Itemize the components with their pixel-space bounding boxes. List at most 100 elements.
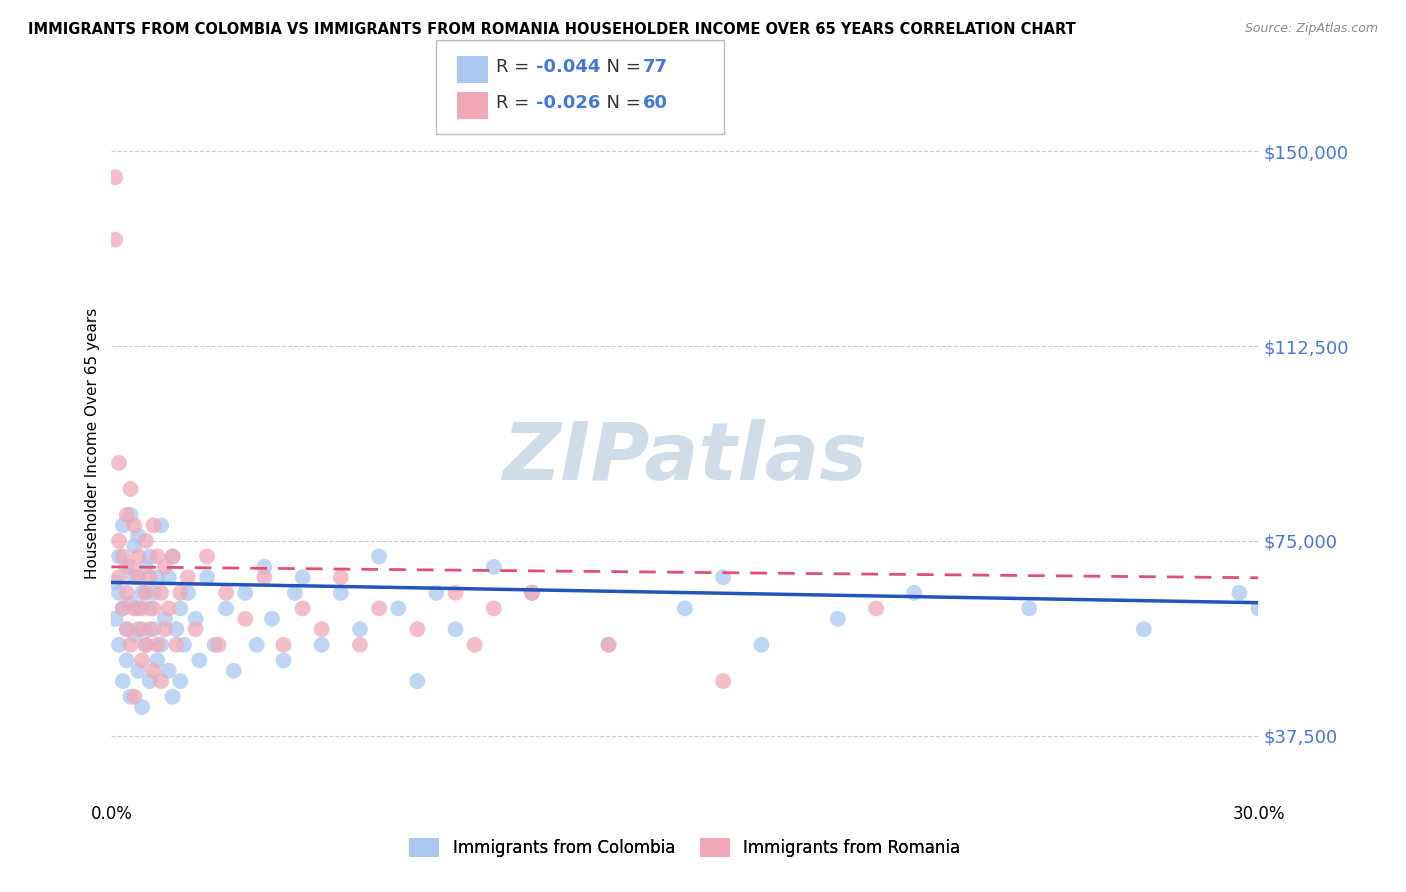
- Point: [406, 674, 429, 689]
- Point: [482, 601, 505, 615]
- Point: [120, 596, 142, 610]
- Point: [291, 570, 314, 584]
- Point: [131, 622, 153, 636]
- Point: [520, 586, 543, 600]
- Point: [184, 612, 207, 626]
- Point: [135, 586, 157, 600]
- Point: [711, 570, 734, 584]
- Point: [188, 653, 211, 667]
- Point: [520, 586, 543, 600]
- Point: [162, 549, 184, 564]
- Point: [150, 674, 173, 689]
- Point: [127, 664, 149, 678]
- Point: [425, 586, 447, 600]
- Point: [246, 638, 269, 652]
- Text: R =: R =: [496, 94, 536, 112]
- Point: [827, 612, 849, 626]
- Point: [444, 622, 467, 636]
- Point: [153, 559, 176, 574]
- Point: [150, 638, 173, 652]
- Point: [387, 601, 409, 615]
- Point: [146, 549, 169, 564]
- Point: [903, 586, 925, 600]
- Point: [406, 622, 429, 636]
- Point: [142, 601, 165, 615]
- Point: [368, 601, 391, 615]
- Point: [162, 549, 184, 564]
- Point: [215, 601, 238, 615]
- Point: [115, 586, 138, 600]
- Point: [108, 638, 131, 652]
- Point: [131, 586, 153, 600]
- Point: [177, 586, 200, 600]
- Point: [127, 601, 149, 615]
- Point: [368, 549, 391, 564]
- Point: [124, 627, 146, 641]
- Point: [127, 529, 149, 543]
- Point: [673, 601, 696, 615]
- Point: [273, 638, 295, 652]
- Point: [111, 518, 134, 533]
- Text: N =: N =: [595, 58, 647, 76]
- Point: [124, 539, 146, 553]
- Point: [142, 664, 165, 678]
- Point: [291, 601, 314, 615]
- Point: [311, 622, 333, 636]
- Point: [135, 559, 157, 574]
- Text: IMMIGRANTS FROM COLOMBIA VS IMMIGRANTS FROM ROMANIA HOUSEHOLDER INCOME OVER 65 Y: IMMIGRANTS FROM COLOMBIA VS IMMIGRANTS F…: [28, 22, 1076, 37]
- Point: [1018, 601, 1040, 615]
- Point: [127, 570, 149, 584]
- Point: [195, 570, 218, 584]
- Point: [169, 601, 191, 615]
- Point: [464, 638, 486, 652]
- Point: [204, 638, 226, 652]
- Point: [108, 549, 131, 564]
- Legend: Immigrants from Colombia, Immigrants from Romania: Immigrants from Colombia, Immigrants fro…: [402, 831, 967, 863]
- Point: [751, 638, 773, 652]
- Point: [131, 653, 153, 667]
- Point: [131, 601, 153, 615]
- Point: [184, 622, 207, 636]
- Point: [329, 586, 352, 600]
- Point: [115, 622, 138, 636]
- Point: [138, 622, 160, 636]
- Point: [233, 586, 256, 600]
- Point: [127, 622, 149, 636]
- Point: [127, 549, 149, 564]
- Point: [157, 664, 180, 678]
- Text: R =: R =: [496, 58, 536, 76]
- Point: [104, 575, 127, 590]
- Point: [165, 622, 187, 636]
- Point: [124, 570, 146, 584]
- Point: [233, 612, 256, 626]
- Point: [1132, 622, 1154, 636]
- Point: [104, 170, 127, 185]
- Point: [120, 482, 142, 496]
- Point: [444, 586, 467, 600]
- Text: 77: 77: [643, 58, 668, 76]
- Point: [115, 653, 138, 667]
- Point: [111, 601, 134, 615]
- Point: [120, 690, 142, 704]
- Point: [142, 586, 165, 600]
- Point: [138, 674, 160, 689]
- Point: [260, 612, 283, 626]
- Text: ZIPatlas: ZIPatlas: [502, 418, 868, 497]
- Point: [135, 533, 157, 548]
- Point: [138, 549, 160, 564]
- Point: [115, 559, 138, 574]
- Point: [120, 638, 142, 652]
- Point: [157, 601, 180, 615]
- Point: [120, 559, 142, 574]
- Point: [173, 638, 195, 652]
- Point: [157, 570, 180, 584]
- Point: [153, 622, 176, 636]
- Point: [253, 570, 276, 584]
- Point: [253, 559, 276, 574]
- Point: [598, 638, 620, 652]
- Point: [349, 638, 371, 652]
- Point: [162, 690, 184, 704]
- Point: [284, 586, 307, 600]
- Point: [142, 518, 165, 533]
- Point: [207, 638, 229, 652]
